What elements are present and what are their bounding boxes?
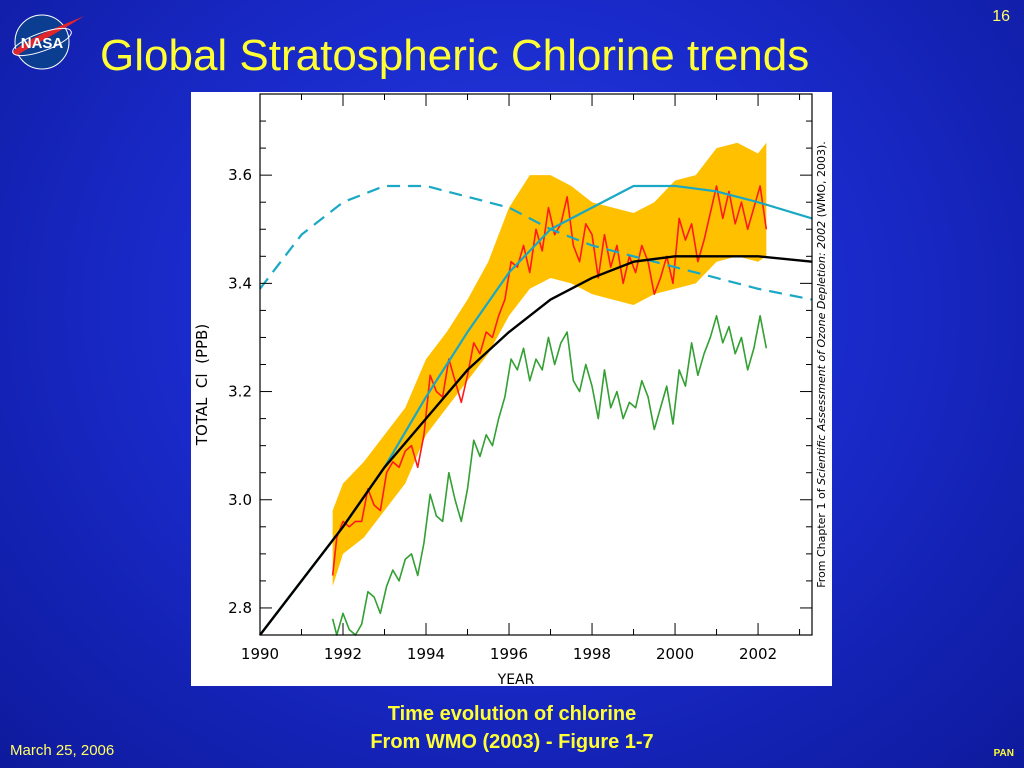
figure-caption: Time evolution of chlorine From WMO (200… xyxy=(262,700,762,756)
y-tick-label: 3.0 xyxy=(228,491,252,509)
series-lines-layer xyxy=(259,184,813,636)
x-tick-label: 2002 xyxy=(739,645,777,663)
caption-line-2: From WMO (2003) - Figure 1-7 xyxy=(370,731,654,753)
y-tick-label: 2.8 xyxy=(228,599,252,617)
chart-figure: 1990 1992 1994 1996 1998 2000 2002 2.8 3.0 3.2 3.4… xyxy=(191,92,832,686)
tick-labels-layer: 1990 1992 1994 1996 1998 2000 2002 2.8 3.0 3.2 3.4… xyxy=(228,166,777,663)
source-note-post: (WMO, 2003). xyxy=(815,141,828,221)
y-axis-label: TOTAL Cl (PPB) xyxy=(193,324,211,446)
source-note: From Chapter 1 of Scientific Assessment … xyxy=(815,141,828,588)
series-observed_band xyxy=(332,142,767,587)
x-tick-label: 1990 xyxy=(241,645,279,663)
series-model_dashed xyxy=(259,184,813,301)
nasa-meatball-icon: NASA xyxy=(12,14,84,70)
series-observed xyxy=(331,185,768,576)
x-tick-label: 1994 xyxy=(407,645,445,663)
uncertainty-band-layer xyxy=(332,142,767,587)
axis-ticks-layer xyxy=(259,93,812,636)
y-tick-label: 3.2 xyxy=(228,383,252,401)
page-number: 16 xyxy=(992,8,1010,25)
x-tick-label: 2000 xyxy=(656,645,694,663)
footer-date: March 25, 2006 xyxy=(10,742,115,759)
y-tick-label: 3.6 xyxy=(228,166,252,184)
x-tick-label: 1996 xyxy=(490,645,528,663)
source-note-pre: From Chapter 1 of xyxy=(815,485,828,588)
logo-text: NASA xyxy=(21,35,64,52)
series-lower xyxy=(331,315,768,636)
y-tick-label: 3.4 xyxy=(228,274,252,292)
footer-tag: PAN xyxy=(993,748,1014,759)
chlorine-chart: 1990 1992 1994 1996 1998 2000 2002 2.8 3.0 3.2 3.4… xyxy=(193,93,828,686)
slide-title: Global Stratospheric Chlorine trends xyxy=(100,31,810,80)
x-tick-label: 1998 xyxy=(573,645,611,663)
series-fit xyxy=(259,255,813,636)
nasa-logo: NASA xyxy=(6,6,86,72)
x-axis-label: YEAR xyxy=(497,672,535,686)
x-tick-label: 1992 xyxy=(324,645,362,663)
source-note-title: Scientific Assessment of Ozone Depletion… xyxy=(815,221,828,485)
caption-line-1: Time evolution of chlorine xyxy=(387,703,637,725)
